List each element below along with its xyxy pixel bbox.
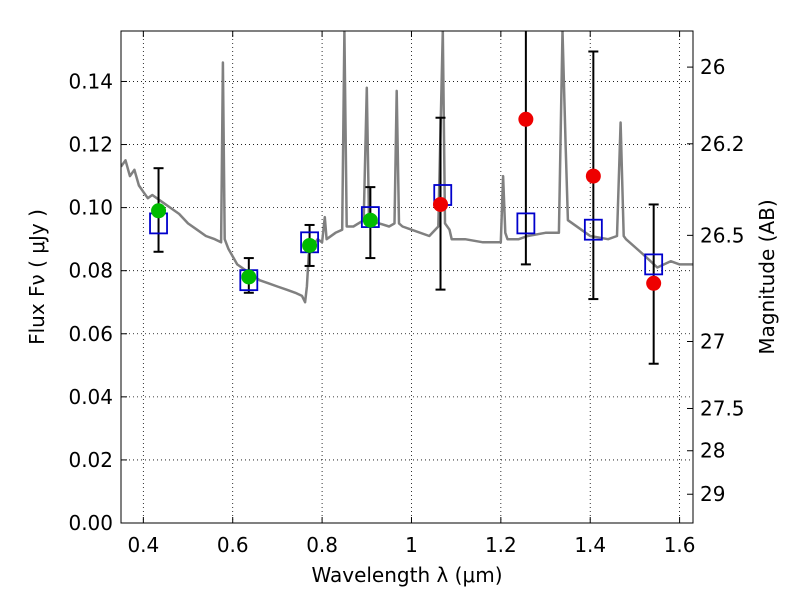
x-tick-label: 0.8 [306, 533, 338, 557]
y-tick-label: 0.02 [68, 448, 113, 472]
model-flux-square [516, 212, 536, 235]
nir-data-point [646, 275, 662, 291]
x-tick-label: 0.6 [217, 533, 249, 557]
x-tick-label: 1 [405, 533, 418, 557]
y2-axis-label: Magnitude (AB) [755, 199, 779, 354]
y-axis-label: Flux Fν ( μJy ) [25, 209, 49, 345]
x-tick-label: 1.4 [574, 533, 606, 557]
optical-data-point [151, 203, 167, 219]
model-spectrum-line [121, 31, 693, 304]
optical-data-point [241, 269, 257, 285]
y-tick-label: 0.08 [68, 259, 113, 283]
y2-tick-label: 26.5 [700, 223, 745, 247]
x-tick-label: 0.4 [127, 533, 159, 557]
y2-tick-label: 26 [700, 55, 725, 79]
y-tick-label: 0.06 [68, 322, 113, 346]
plot-area [121, 31, 693, 365]
y-tick-label: 0.12 [68, 133, 113, 157]
x-axis-label: Wavelength λ (μm) [311, 563, 502, 587]
plot-frame [120, 30, 694, 524]
model-flux-square [583, 218, 603, 241]
y2-tick-label: 27 [700, 330, 725, 354]
y2-tick-label: 26.2 [700, 132, 745, 156]
model-flux-square [644, 253, 664, 276]
nir-data-point [433, 196, 449, 212]
optical-data-point [302, 237, 318, 253]
tick-labels: 0.4 0.6 0.8 1 1.2 1.4 1.6 0.00 0.02 0.04 0.06 0.08 0… [68, 55, 744, 557]
axis-ticks [121, 31, 693, 524]
x-tick-label: 1.2 [485, 533, 517, 557]
nir-data-point [585, 168, 601, 184]
nir-data-point [518, 111, 534, 127]
y-tick-label: 0.10 [68, 196, 113, 220]
optical-data-point [362, 212, 378, 228]
x-tick-label: 1.6 [664, 533, 696, 557]
y-tick-label: 0.14 [68, 69, 113, 93]
y2-tick-label: 27.5 [700, 396, 745, 420]
y-tick-label: 0.00 [68, 511, 113, 535]
y2-tick-label: 28 [700, 439, 725, 463]
y2-tick-label: 29 [700, 482, 725, 506]
y-tick-label: 0.04 [68, 385, 113, 409]
